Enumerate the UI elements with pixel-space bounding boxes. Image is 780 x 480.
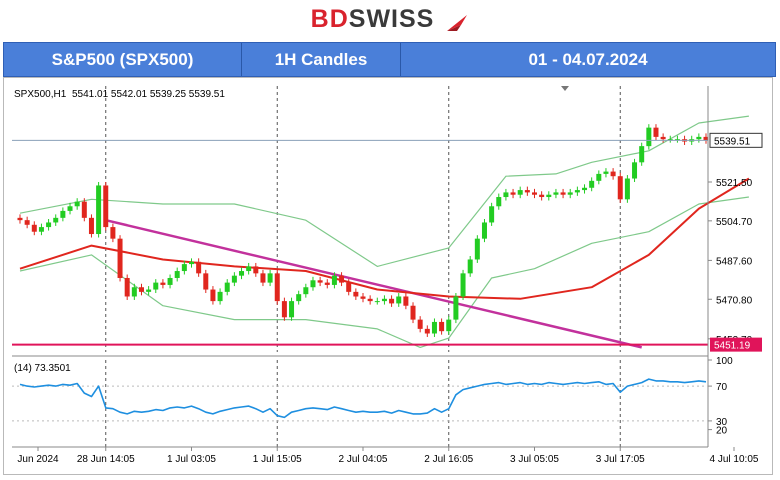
date-range-title: 01 - 04.07.2024: [528, 49, 648, 69]
chart-frame: [3, 77, 773, 475]
brand-logo-swiss: SWISS: [348, 5, 435, 33]
instrument-title: S&P500 (SPX500): [4, 43, 242, 76]
timeframe-title: 1H Candles: [242, 43, 401, 76]
brand-logo-bd: BD: [310, 5, 349, 33]
brand-swoosh-icon: [447, 14, 468, 31]
chart-header-bar: S&P500 (SPX500) 1H Candles 01 - 04.07.20…: [3, 42, 776, 77]
brand-logo: BDSWISS: [0, 4, 780, 34]
